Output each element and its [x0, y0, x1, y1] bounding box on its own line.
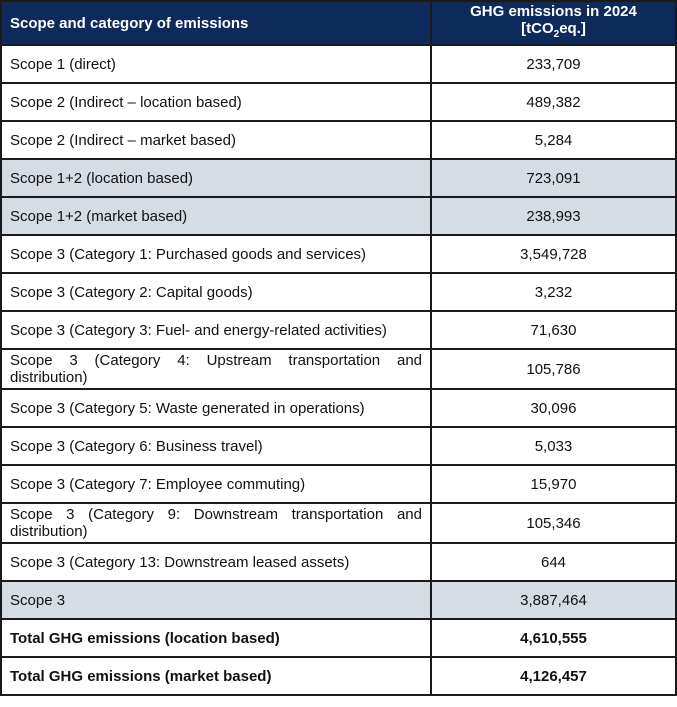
row-value: 15,970	[430, 464, 677, 504]
row-value: 644	[430, 542, 677, 582]
row-value: 4,126,457	[430, 656, 677, 696]
row-value: 3,232	[430, 272, 677, 312]
row-value: 30,096	[430, 388, 677, 428]
row-value: 5,033	[430, 426, 677, 466]
table-row-scope12-location: Scope 1+2 (location based) 723,091	[0, 158, 677, 198]
table-row-scope3-cat7: Scope 3 (Category 7: Employee commuting)…	[0, 464, 677, 504]
table-row-scope3-cat5: Scope 3 (Category 5: Waste generated in …	[0, 388, 677, 428]
table-row-scope1: Scope 1 (direct) 233,709	[0, 44, 677, 84]
header-scope-category: Scope and category of emissions	[0, 0, 432, 46]
row-label: Scope 3	[0, 580, 432, 620]
row-label: Scope 3 (Category 2: Capital goods)	[0, 272, 432, 312]
table-row-scope2-market: Scope 2 (Indirect – market based) 5,284	[0, 120, 677, 160]
table-row-scope3-cat6: Scope 3 (Category 6: Business travel) 5,…	[0, 426, 677, 466]
table-header-row: Scope and category of emissions GHG emis…	[0, 0, 677, 46]
row-value: 723,091	[430, 158, 677, 198]
row-label: Scope 3 (Category 13: Downstream leased …	[0, 542, 432, 582]
row-label: Scope 3 (Category 7: Employee commuting)	[0, 464, 432, 504]
row-label: Total GHG emissions (market based)	[0, 656, 432, 696]
row-label: Scope 1 (direct)	[0, 44, 432, 84]
table-row-scope3-cat2: Scope 3 (Category 2: Capital goods) 3,23…	[0, 272, 677, 312]
header-unit-subscript: 2	[553, 29, 560, 40]
row-value: 3,887,464	[430, 580, 677, 620]
row-value: 71,630	[430, 310, 677, 350]
header-unit-prefix: [tCO	[521, 20, 554, 37]
row-label: Scope 3 (Category 5: Waste generated in …	[0, 388, 432, 428]
header-unit-suffix: eq.]	[559, 20, 586, 37]
table-row-total-location: Total GHG emissions (location based) 4,6…	[0, 618, 677, 658]
row-label: Scope 3 (Category 3: Fuel- and energy-re…	[0, 310, 432, 350]
row-value: 105,346	[430, 502, 677, 544]
table-row-scope3-cat13: Scope 3 (Category 13: Downstream leased …	[0, 542, 677, 582]
row-value: 5,284	[430, 120, 677, 160]
table-row-scope3-cat3: Scope 3 (Category 3: Fuel- and energy-re…	[0, 310, 677, 350]
row-label: Scope 2 (Indirect – location based)	[0, 82, 432, 122]
row-label: Total GHG emissions (location based)	[0, 618, 432, 658]
table-row-scope12-market: Scope 1+2 (market based) 238,993	[0, 196, 677, 236]
table-row-scope3-total: Scope 3 3,887,464	[0, 580, 677, 620]
table-row-scope3-cat9: Scope 3 (Category 9: Downstream transpor…	[0, 502, 677, 544]
row-label: Scope 3 (Category 4: Upstream transporta…	[0, 348, 432, 390]
table-row-scope3-cat1: Scope 3 (Category 1: Purchased goods and…	[0, 234, 677, 274]
table-row-scope3-cat4: Scope 3 (Category 4: Upstream transporta…	[0, 348, 677, 390]
row-label: Scope 1+2 (market based)	[0, 196, 432, 236]
row-value: 4,610,555	[430, 618, 677, 658]
row-value: 238,993	[430, 196, 677, 236]
header-ghg-emissions: GHG emissions in 2024 [tCO2eq.]	[430, 0, 677, 46]
row-value: 489,382	[430, 82, 677, 122]
table-row-scope2-location: Scope 2 (Indirect – location based) 489,…	[0, 82, 677, 122]
row-label: Scope 3 (Category 1: Purchased goods and…	[0, 234, 432, 274]
row-label: Scope 3 (Category 9: Downstream transpor…	[0, 502, 432, 544]
table-row-total-market: Total GHG emissions (market based) 4,126…	[0, 656, 677, 696]
row-value: 105,786	[430, 348, 677, 390]
row-value: 3,549,728	[430, 234, 677, 274]
header-ghg-emissions-line1: GHG emissions in 2024	[470, 3, 637, 20]
row-label: Scope 2 (Indirect – market based)	[0, 120, 432, 160]
row-label: Scope 3 (Category 6: Business travel)	[0, 426, 432, 466]
row-value: 233,709	[430, 44, 677, 84]
row-label: Scope 1+2 (location based)	[0, 158, 432, 198]
